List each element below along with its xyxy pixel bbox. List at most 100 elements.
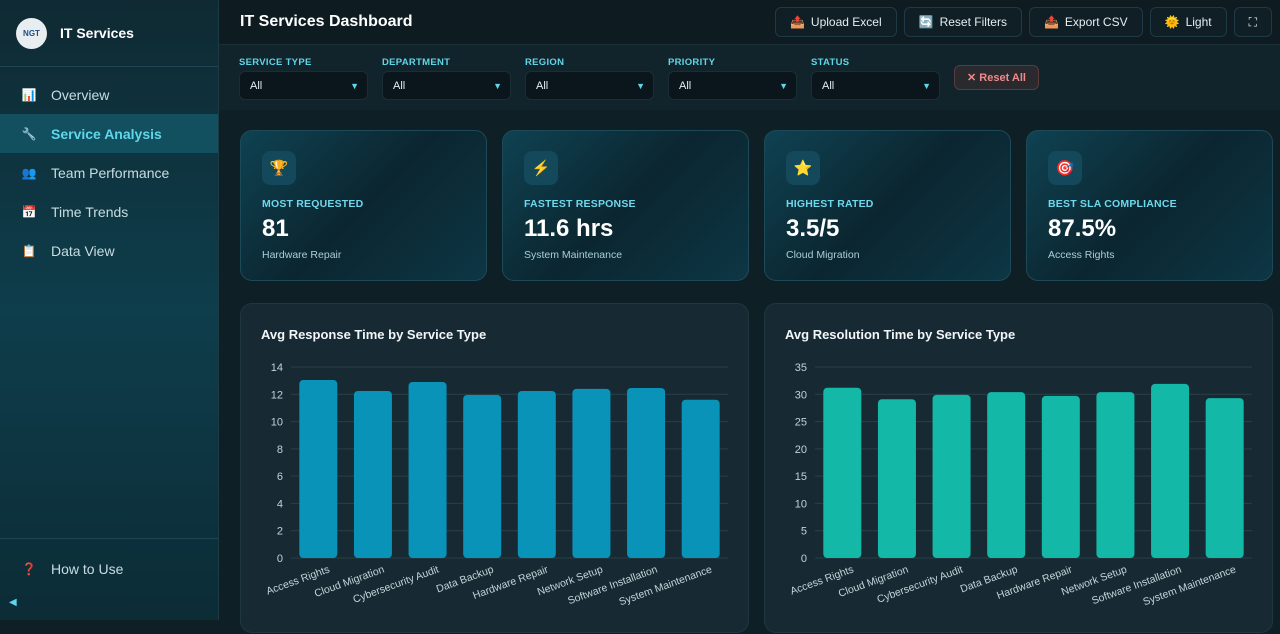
bar	[353, 391, 392, 558]
fullscreen-button[interactable]: ⛶	[1233, 7, 1272, 37]
card-subtitle: Hardware Repair	[262, 249, 342, 261]
y-tick-label: 30	[795, 389, 807, 401]
header: IT Services Dashboard 📤 Upload Excel 🔄 Rese…	[219, 0, 1280, 45]
response-time-chart: Avg Response Time by Service Type 0 2 4 6 8 1…	[240, 303, 749, 633]
y-tick-label: 0	[277, 553, 283, 565]
y-tick-label: 10	[271, 417, 283, 429]
sidebar-item-label: Team Performance	[51, 164, 170, 181]
kpi-card-most-requested: 🏆 MOST REQUESTED 81 Hardware Repair	[240, 130, 487, 281]
filter-department: DEPARTMENT All ▼	[382, 57, 511, 100]
x-tick-label: System Maintenance	[1141, 563, 1237, 608]
department-select[interactable]: All ▼	[382, 71, 511, 100]
chart-title: Avg Resolution Time by Service Type	[785, 327, 1016, 342]
people-icon: 👥	[21, 165, 37, 180]
bar	[517, 391, 556, 558]
header-actions: 📤 Upload Excel 🔄 Reset Filters 📤 Export CSV 🌞 L…	[774, 7, 1272, 37]
sidebar-item-label: Service Analysis	[51, 125, 162, 142]
region-select[interactable]: All ▼	[525, 71, 654, 100]
sidebar-item-label: Time Trends	[51, 203, 129, 220]
sidebar-item-label: Overview	[51, 86, 110, 103]
status-select[interactable]: All ▼	[811, 71, 940, 100]
trophy-icon: 🏆	[262, 151, 296, 185]
y-tick-label: 8	[277, 444, 283, 456]
select-value: All	[393, 79, 406, 92]
card-value: 11.6 hrs	[524, 215, 614, 242]
x-tick-label: System Maintenance	[617, 563, 713, 608]
filter-service-type: SERVICE TYPE All ▼	[239, 57, 368, 100]
filter-status: STATUS All ▼	[811, 57, 940, 100]
bar	[1096, 392, 1135, 558]
dropdown-arrow-icon: ▼	[636, 80, 645, 91]
lightning-icon: ⚡	[524, 151, 558, 185]
upload-excel-button[interactable]: 📤 Upload Excel	[774, 7, 897, 37]
bar	[572, 388, 611, 558]
card-subtitle: System Maintenance	[524, 249, 623, 261]
filter-priority: PRIORITY All ▼	[668, 57, 797, 100]
filter-label: SERVICE TYPE	[239, 57, 312, 68]
fullscreen-icon: ⛶	[1248, 14, 1257, 29]
dropdown-arrow-icon: ▼	[922, 80, 931, 91]
button-label: Reset Filters	[939, 15, 1007, 29]
brand-name: IT Services	[60, 25, 134, 41]
sidebar-item-time-trends[interactable]: 📅 Time Trends	[0, 192, 218, 231]
y-tick-label: 0	[801, 553, 807, 565]
button-label: Light	[1185, 15, 1212, 29]
y-tick-label: 6	[277, 471, 283, 483]
sidebar-item-service-analysis[interactable]: 🔧 Service Analysis	[0, 114, 218, 153]
sidebar-item-data-view[interactable]: 📋 Data View	[0, 231, 218, 270]
card-value: 87.5%	[1048, 215, 1117, 242]
collapse-sidebar-icon[interactable]: ◀	[9, 597, 17, 608]
y-tick-label: 2	[277, 526, 283, 538]
filter-region: REGION All ▼	[525, 57, 654, 100]
help-section: ❓ How to Use	[0, 538, 218, 588]
star-icon: ⭐	[786, 151, 820, 185]
priority-select[interactable]: All ▼	[668, 71, 797, 100]
reset-all-button[interactable]: ✕ Reset All	[954, 65, 1039, 90]
bar	[627, 388, 666, 558]
sidebar-item-team-performance[interactable]: 👥 Team Performance	[0, 153, 218, 192]
main: IT Services Dashboard 📤 Upload Excel 🔄 Rese…	[219, 0, 1280, 633]
button-label: Export CSV	[1064, 15, 1128, 29]
kpi-card-highest-rated: ⭐ HIGHEST RATED 3.5/5 Cloud Migration	[764, 130, 1011, 281]
sidebar: NGT IT Services 📊 Overview 🔧 Service Analys…	[0, 0, 219, 620]
dropdown-arrow-icon: ▼	[779, 80, 788, 91]
y-tick-label: 25	[795, 417, 807, 429]
dropdown-arrow-icon: ▼	[350, 80, 359, 91]
brand: NGT IT Services	[0, 0, 218, 67]
question-icon: ❓	[21, 561, 37, 576]
sidebar-item-how-to-use[interactable]: ❓ How to Use	[0, 549, 218, 588]
card-label: HIGHEST RATED	[786, 198, 874, 210]
bar	[463, 394, 502, 558]
select-value: All	[536, 79, 549, 92]
service-type-select[interactable]: All ▼	[239, 71, 368, 100]
reset-filters-button[interactable]: 🔄 Reset Filters	[903, 7, 1022, 37]
bar	[681, 399, 720, 558]
y-tick-label: 20	[795, 444, 807, 456]
sidebar-item-label: Data View	[51, 242, 115, 259]
sidebar-item-label: How to Use	[51, 560, 124, 577]
filter-label: PRIORITY	[668, 57, 716, 68]
resolution-time-chart: Avg Resolution Time by Service Type 0 5 10…	[764, 303, 1273, 633]
card-label: MOST REQUESTED	[262, 198, 364, 210]
select-value: All	[250, 79, 263, 92]
card-value: 81	[262, 215, 289, 242]
kpi-card-fastest-response: ⚡ FASTEST RESPONSE 11.6 hrs System Maintena…	[502, 130, 749, 281]
card-label: BEST SLA COMPLIANCE	[1048, 198, 1177, 210]
y-tick-label: 15	[795, 471, 807, 483]
card-subtitle: Cloud Migration	[786, 249, 860, 261]
sun-icon: 🌞	[1164, 15, 1180, 29]
card-value: 3.5/5	[786, 215, 840, 242]
logo: NGT	[16, 17, 47, 49]
sidebar-item-overview[interactable]: 📊 Overview	[0, 75, 218, 114]
y-tick-label: 14	[271, 362, 283, 374]
kpi-card-best-sla-compliance: 🎯 BEST SLA COMPLIANCE 87.5% Access Rights	[1026, 130, 1273, 281]
card-subtitle: Access Rights	[1048, 249, 1115, 261]
upload-icon: 📤	[789, 15, 805, 29]
y-tick-label: 10	[795, 498, 807, 510]
filter-label: DEPARTMENT	[382, 57, 451, 68]
export-csv-button[interactable]: 📤 Export CSV	[1028, 7, 1143, 37]
theme-toggle-button[interactable]: 🌞 Light	[1149, 7, 1227, 37]
bar	[1151, 383, 1190, 558]
